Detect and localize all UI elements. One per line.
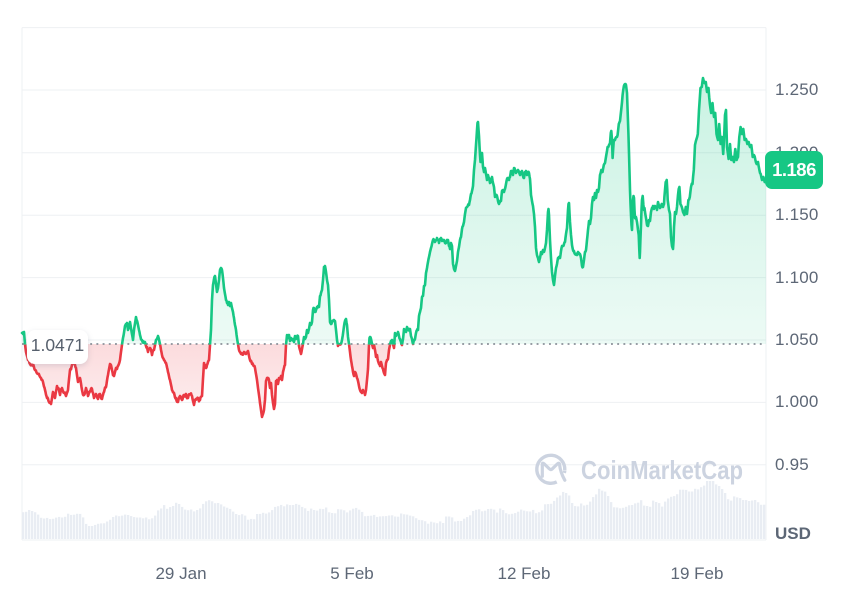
- svg-text:CoinMarketCap: CoinMarketCap: [581, 455, 743, 485]
